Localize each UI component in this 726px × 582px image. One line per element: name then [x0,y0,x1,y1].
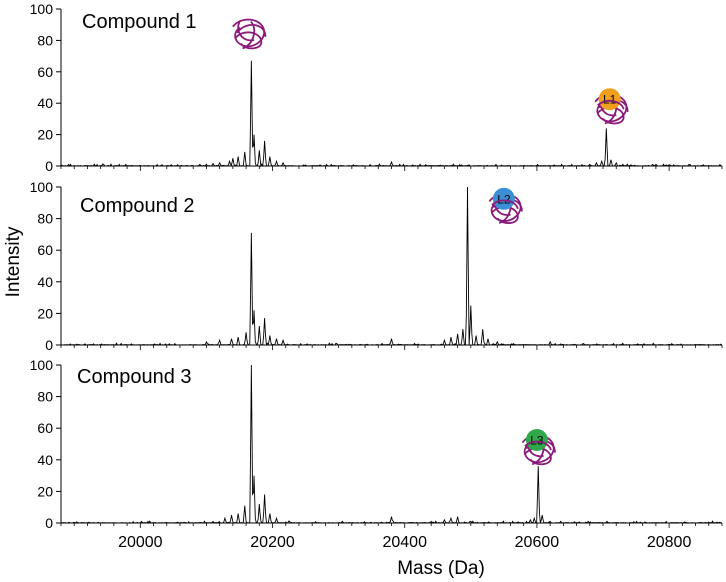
protein-ribbon-icon [232,18,267,50]
y-tick-label: 0 [45,337,53,353]
y-tick-label: 20 [37,127,53,143]
ribbon-strand [524,440,552,451]
ligand-circle [598,88,621,111]
y-tick-label: 40 [37,95,53,111]
ligand-circle [525,429,548,451]
y-tick-label: 80 [37,211,53,227]
ligand-label: L2 [497,192,511,206]
protein-ligand-annotation: L3 [522,429,556,466]
ribbon-strand [491,199,519,210]
x-tick-label: 20800 [647,534,692,551]
x-tick-label: 20200 [250,534,295,551]
protein-ligand-annotation: L2 [488,187,523,224]
panel-3: 0 20 40 60 80 100 Compound 3 L3 [30,357,723,531]
ribbon-strand [597,99,625,110]
y-tick-label: 60 [37,64,53,80]
ligand-label: L3 [530,434,544,448]
spectrum-trace [60,60,722,168]
panel-1: 0 20 40 60 80 100 Compound 1 L1 [30,1,723,174]
ribbon-strand [236,21,267,50]
y-axis-title: Intensity [3,226,24,297]
y-tick-label: 60 [37,420,53,436]
x-tick-label: 20600 [515,534,560,551]
y-tick-label: 80 [37,32,53,48]
panel-title: Compound 3 [77,366,192,388]
panel-2: 0 20 40 60 80 100 Compound 2 L2 [30,179,723,353]
y-tick-label: 100 [30,179,54,195]
y-tick-label: 100 [30,1,54,17]
protein-annotation [232,18,267,50]
x-tick-label: 20400 [382,534,427,551]
y-tick-label: 100 [30,357,54,373]
spectrum-trace [60,186,722,346]
x-tick-labels: 20000 20200 20400 20600 20800 [118,534,691,551]
y-tick-label: 20 [37,483,53,499]
panel-title: Compound 1 [82,11,197,33]
ribbon-strand [234,31,263,50]
panel-title: Compound 2 [80,195,195,217]
y-tick-label: 20 [37,305,53,321]
ligand-circle [492,187,515,210]
y-tick-label: 0 [45,515,53,531]
x-tick-label: 20000 [118,534,163,551]
y-tick-label: 40 [37,452,53,468]
y-tick-label: 60 [37,242,53,258]
y-tick-label: 80 [37,389,53,405]
y-tick-label: 40 [37,274,53,290]
ligand-label: L1 [603,93,617,107]
x-axis-title: Mass (Da) [397,558,485,579]
spectrum-trace [60,364,722,524]
y-tick-label: 0 [45,158,53,174]
protein-ligand-annotation: L1 [594,88,629,125]
